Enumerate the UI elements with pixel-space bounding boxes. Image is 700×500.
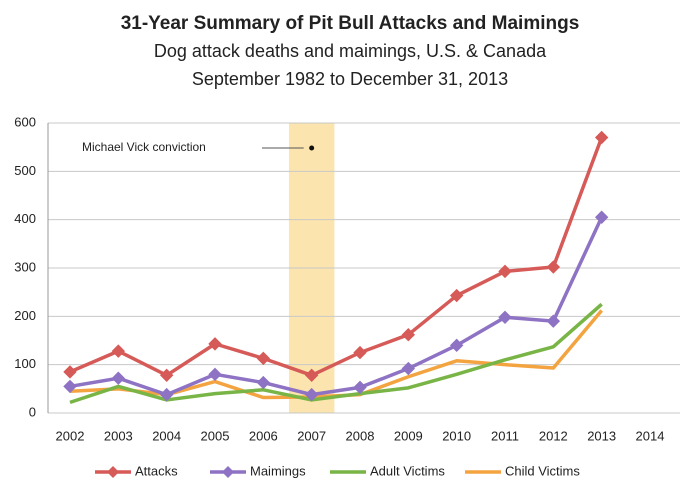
data-point	[111, 344, 126, 358]
data-point	[304, 387, 319, 402]
data-point	[304, 368, 319, 383]
data-point	[111, 371, 126, 385]
data-point	[159, 387, 174, 402]
x-tick-label: 2010	[442, 428, 471, 443]
data-point	[353, 345, 367, 360]
data-point	[594, 210, 609, 224]
series-line	[69, 302, 603, 405]
data-point	[546, 260, 561, 274]
legend-label: Attacks	[135, 463, 178, 478]
data-point	[449, 288, 464, 303]
data-point	[159, 368, 174, 383]
x-tick-label: 2006	[249, 428, 278, 443]
data-point	[353, 380, 367, 395]
data-point	[498, 310, 512, 325]
data-point	[208, 337, 222, 351]
data-point	[594, 130, 609, 145]
chart-title: 31-Year Summary of Pit Bull Attacks and …	[121, 13, 580, 34]
x-tick-label: 2009	[394, 428, 423, 443]
x-tick-label: 2012	[539, 428, 568, 443]
x-tick-label: 2013	[587, 428, 616, 443]
data-point	[498, 264, 512, 279]
annotation: Michael Vick conviction	[82, 140, 206, 154]
legend-marker	[222, 466, 234, 478]
data-point	[256, 375, 271, 390]
data-point	[63, 379, 77, 394]
x-tick-label: 2005	[201, 428, 230, 443]
x-tick-label: 2008	[346, 428, 375, 443]
legend-marker	[107, 466, 119, 478]
chart-subtitle: Dog attack deaths and maimings, U.S. & C…	[154, 41, 547, 61]
y-tick-label: 300	[14, 259, 36, 274]
x-tick-label: 2007	[297, 428, 326, 443]
x-tick-label: 2011	[491, 428, 519, 443]
x-tick-label: 2004	[152, 428, 181, 443]
series-line	[69, 216, 604, 397]
legend-label: Child Victims	[505, 463, 580, 478]
x-tick-label: 2003	[104, 428, 133, 443]
legend-label: Adult Victims	[370, 463, 445, 478]
series-line	[69, 136, 604, 378]
data-point	[208, 367, 222, 382]
data-point	[401, 327, 416, 342]
data-point	[401, 361, 416, 376]
x-tick-label: 2014	[636, 428, 665, 443]
y-tick-label: 500	[14, 163, 36, 178]
y-tick-label: 400	[14, 211, 36, 226]
y-tick-label: 0	[29, 404, 36, 419]
data-point	[256, 351, 271, 366]
y-tick-label: 100	[14, 356, 36, 371]
legend-label: Maimings	[250, 463, 306, 478]
chart-subtitle: September 1982 to December 31, 2013	[192, 69, 508, 89]
data-point	[63, 365, 77, 379]
y-tick-label: 600	[14, 114, 36, 129]
data-point	[546, 314, 561, 328]
data-point	[449, 338, 464, 353]
y-tick-label: 200	[14, 308, 36, 323]
annotation-dot	[309, 145, 315, 151]
x-tick-label: 2002	[56, 428, 85, 443]
